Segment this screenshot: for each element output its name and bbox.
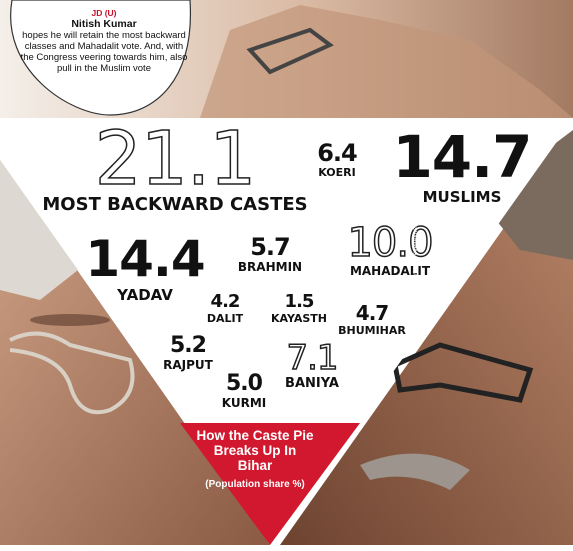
stat-value: 14.7 [392, 123, 532, 191]
top-spectacles [246, 27, 334, 75]
right-mustache [360, 453, 470, 490]
stat-bhumihar: 4.7 BHUMIHAR [332, 302, 412, 337]
stat-value: 4.7 [355, 301, 389, 325]
right-face-photo [280, 130, 573, 545]
caste-triangle [0, 119, 573, 545]
stat-label: KOERI [318, 166, 356, 179]
right-hair [480, 130, 573, 260]
stat-value: 5.2 [170, 333, 207, 358]
stat-koeri: 6.4 KOERI [302, 140, 372, 179]
caption-bubble [10, 0, 191, 116]
stat-label: YADAV [117, 286, 173, 304]
stat-value: 14.4 [85, 230, 205, 288]
stat-baniya: 7.1 BANIYA [276, 338, 348, 391]
stat-label: MUSLIMS [422, 188, 502, 206]
chart-subtitle: (Population share %) [205, 479, 305, 490]
stat-yadav: 14.4 YADAV [80, 232, 210, 304]
chart-title-block: How the Caste Pie Breaks Up In Bihar (Po… [195, 428, 315, 491]
stat-most-backward-castes: 21.1 MOST BACKWARD CASTES [40, 116, 310, 215]
caption-person: Nitish Kumar [71, 18, 137, 30]
stat-value: 6.4 [317, 139, 358, 167]
stat-kurmi: 5.0 KURMI [212, 371, 276, 411]
left-spectacles [9, 331, 135, 415]
stat-value: 4.2 [210, 291, 241, 312]
stat-label: MAHADALIT [349, 264, 431, 278]
stat-rajput: 5.2 RAJPUT [152, 333, 224, 373]
stat-value: 21.1 [94, 116, 257, 202]
stat-label: BRAHMIN [237, 260, 303, 274]
stat-dalit: 4.2 DALIT [200, 291, 250, 326]
stat-label: MOST BACKWARD CASTES [42, 194, 308, 215]
stat-value: 10.0 [347, 220, 435, 266]
stat-value: 5.0 [226, 371, 263, 396]
stat-mahadalit: 10.0 MAHADALIT [335, 220, 445, 278]
caption-party: JD (U) [91, 8, 117, 18]
right-spectacles [392, 342, 534, 403]
caption-text: hopes he will retain the most backward c… [20, 30, 188, 74]
stat-label: BHUMIHAR [338, 324, 406, 337]
stat-label: KURMI [221, 396, 267, 410]
stat-value: 1.5 [284, 291, 315, 312]
caption: JD (U) Nitish Kumar hopes he will retain… [20, 8, 188, 74]
stat-label: RAJPUT [163, 358, 213, 372]
stat-label: KAYASTH [270, 312, 328, 325]
title-tip [180, 423, 360, 545]
stat-value: 5.7 [250, 233, 291, 261]
top-face-shape [200, 5, 573, 118]
left-eyebrow [30, 314, 110, 326]
stat-label: DALIT [206, 312, 244, 325]
stat-value: 7.1 [286, 338, 340, 378]
stat-brahmin: 5.7 BRAHMIN [230, 234, 310, 274]
stat-muslims: 14.7 MUSLIMS [378, 126, 546, 206]
stat-label: BANIYA [285, 376, 339, 391]
stat-kayasth: 1.5 KAYASTH [264, 291, 334, 326]
chart-title: How the Caste Pie Breaks Up In Bihar [196, 428, 314, 473]
left-hair [0, 160, 78, 300]
source-note: SOURCE: Reports & Development Institute [412, 197, 419, 322]
